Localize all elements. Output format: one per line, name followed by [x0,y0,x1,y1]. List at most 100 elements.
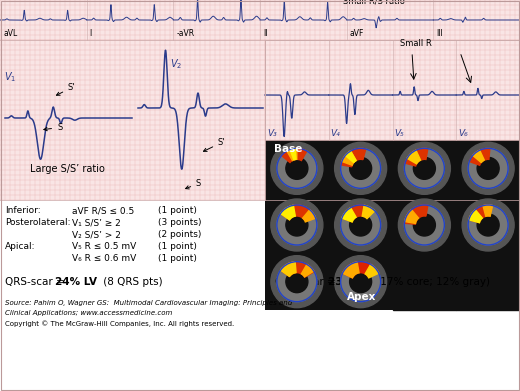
Text: (1 point): (1 point) [158,242,197,251]
Wedge shape [365,264,379,278]
Circle shape [341,148,381,188]
Circle shape [286,271,308,293]
Text: (2 points): (2 points) [158,230,201,239]
Wedge shape [280,205,295,220]
Wedge shape [302,264,314,277]
Text: V₆ R ≤ 0.6 mV: V₆ R ≤ 0.6 mV [72,254,136,263]
Text: CMR-scar =: CMR-scar = [275,277,339,287]
Text: Large S/S’ ratio: Large S/S’ ratio [30,164,105,174]
Circle shape [477,157,499,179]
Text: S: S [44,123,62,132]
Bar [0,40,265,200]
Text: V₂ S/S’ > 2: V₂ S/S’ > 2 [72,230,121,239]
Text: 23% LV: 23% LV [328,277,370,287]
Text: V₆: V₆ [458,129,468,138]
Text: Small R: Small R [400,39,432,48]
Text: aVL: aVL [3,29,17,38]
Circle shape [277,262,317,302]
Wedge shape [280,262,314,277]
Circle shape [349,157,372,179]
Wedge shape [342,208,356,222]
Text: V₅ R ≤ 0.5 mV: V₅ R ≤ 0.5 mV [72,242,136,251]
Circle shape [398,142,450,194]
Circle shape [335,256,387,308]
Text: V₃: V₃ [267,129,277,138]
Text: (8 QRS pts): (8 QRS pts) [100,277,163,287]
Wedge shape [342,151,356,165]
Wedge shape [405,210,419,223]
Text: S': S' [57,83,75,95]
Circle shape [335,142,387,194]
Circle shape [413,157,435,179]
Circle shape [286,157,308,179]
Circle shape [462,199,514,251]
Text: Copyright © The McGraw-Hill Companies, Inc. All rights reserved.: Copyright © The McGraw-Hill Companies, I… [5,320,234,327]
Circle shape [277,205,317,245]
Text: QRS-scar =: QRS-scar = [5,277,68,287]
Wedge shape [343,262,378,278]
Text: (1 point): (1 point) [158,254,197,263]
Wedge shape [407,150,421,164]
Text: Inferior:: Inferior: [5,206,41,215]
Circle shape [349,214,372,236]
Bar [0,200,265,391]
Circle shape [335,199,387,251]
Circle shape [477,214,499,236]
Bar [456,253,520,310]
Bar [265,310,520,391]
Wedge shape [303,210,316,222]
Wedge shape [469,210,483,222]
Wedge shape [469,205,490,222]
Text: V₅: V₅ [395,129,404,138]
Wedge shape [470,148,490,165]
Wedge shape [345,151,356,163]
Text: V$_2$: V$_2$ [170,57,183,71]
Bar [265,140,520,310]
Circle shape [271,199,323,251]
Circle shape [271,256,323,308]
Bar [265,40,520,140]
Text: Base: Base [274,144,302,154]
Wedge shape [405,148,428,166]
Text: S: S [186,179,201,189]
Text: V₄: V₄ [331,129,341,138]
Circle shape [462,142,514,194]
Text: Posterolateral:: Posterolateral: [5,218,71,227]
Text: S': S' [203,138,226,151]
Wedge shape [405,205,428,224]
Wedge shape [280,262,296,276]
Text: I: I [89,29,92,38]
Wedge shape [341,148,366,167]
Text: (1 point): (1 point) [158,206,197,215]
Circle shape [413,214,435,236]
Text: (17% core; 12% gray): (17% core; 12% gray) [373,277,490,287]
Text: V$_1$: V$_1$ [4,70,17,84]
Circle shape [405,148,445,188]
Wedge shape [287,148,297,161]
Bar [393,253,456,310]
Wedge shape [342,205,368,222]
Circle shape [277,148,317,188]
Circle shape [349,271,372,293]
Text: Small R/S ratio: Small R/S ratio [343,0,405,6]
Text: aVF: aVF [349,29,364,38]
Circle shape [341,205,381,245]
Text: aVF R/S ≤ 0.5: aVF R/S ≤ 0.5 [72,206,134,215]
Wedge shape [343,262,359,278]
Circle shape [398,199,450,251]
Wedge shape [483,205,492,216]
Circle shape [271,142,323,194]
Text: Apical:: Apical: [5,242,35,251]
Circle shape [468,205,508,245]
Circle shape [468,148,508,188]
Text: III: III [436,29,443,38]
Wedge shape [281,148,307,163]
Text: V₁ S/S’ ≥ 2: V₁ S/S’ ≥ 2 [72,218,121,227]
Circle shape [341,262,381,302]
Wedge shape [280,205,312,220]
Text: Clinical Applications; www.accessmedicine.com: Clinical Applications; www.accessmedicin… [5,310,172,316]
Wedge shape [362,205,375,219]
Bar [265,40,520,140]
Text: 24% LV: 24% LV [55,277,97,287]
Text: -aVR: -aVR [176,29,194,38]
